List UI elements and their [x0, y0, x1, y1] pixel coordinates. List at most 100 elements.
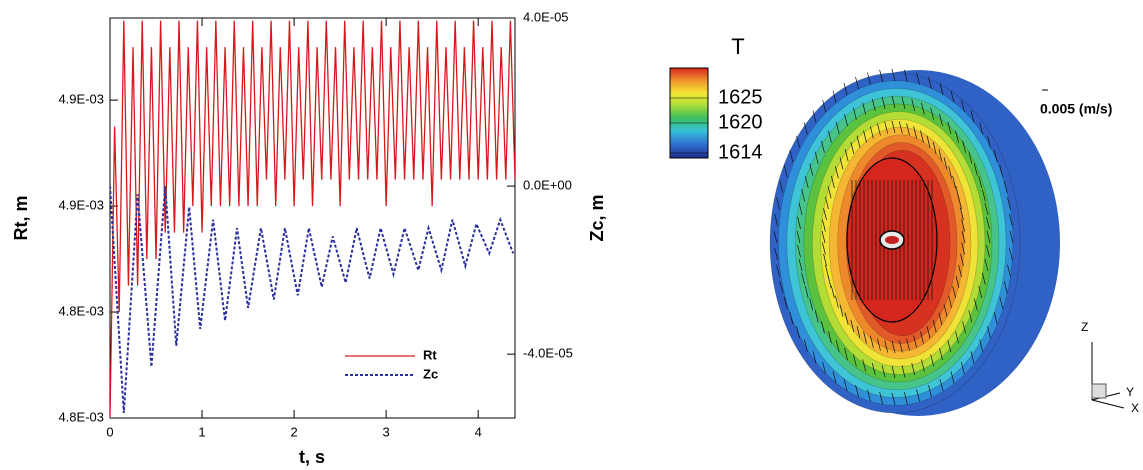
velocity-arrow: [863, 331, 867, 344]
velocity-arrow: [843, 82, 848, 96]
velocity-arrow: [1009, 230, 1014, 244]
triad-label: X: [1131, 401, 1139, 415]
y-tick-label: 4.9E-03: [58, 92, 104, 107]
colorbar-tick-label: 1614: [718, 141, 763, 163]
velocity-arrow: [803, 339, 808, 352]
velocity-arrow: [987, 135, 991, 148]
velocity-arrow: [881, 365, 886, 378]
velocity-arrow: [835, 166, 839, 179]
velocity-arrow: [801, 189, 805, 202]
velocity-arrow: [855, 384, 859, 398]
velocity-arrow: [920, 130, 924, 143]
velocity-arrow: [913, 335, 917, 348]
velocity-arrow: [877, 338, 881, 351]
x-tick-label: 3: [383, 424, 390, 439]
velocity-arrow: [961, 361, 965, 375]
velocity-arrow: [884, 121, 889, 134]
velocity-arrow: [943, 304, 948, 317]
colorbar-tick-label: 1620: [718, 111, 763, 133]
velocity-arrow: [962, 321, 966, 334]
y2-axis-label: Zc, m: [587, 194, 607, 241]
velocity-arrow: [809, 298, 814, 311]
velocity-arrow: [823, 208, 827, 221]
velocity-arrow: [958, 264, 962, 278]
velocity-arrow: [879, 392, 884, 405]
velocity-arrow: [960, 208, 964, 221]
velocity-arrow: [950, 90, 955, 103]
velocity-arrow: [862, 359, 866, 372]
velocity-arrow: [850, 141, 855, 155]
velocity-arrow: [774, 213, 778, 227]
plot-frame: [109, 17, 516, 419]
velocity-arrow: [835, 295, 839, 308]
velocity-arrow: [867, 72, 871, 85]
velocity-arrow: [993, 311, 998, 325]
velocity-arrow: [952, 285, 956, 299]
velocity-arrow: [828, 331, 832, 344]
velocity-arrow: [891, 365, 896, 379]
plot-area: [110, 20, 515, 418]
velocity-arrow: [844, 149, 849, 162]
velocity-arrow: [839, 157, 844, 170]
velocity-arrow: [916, 389, 920, 402]
velocity-arrow: [926, 135, 931, 148]
velocity-arrow: [973, 298, 978, 311]
velocity-arrow: [831, 285, 835, 299]
x-tick-label: 2: [290, 424, 297, 439]
x-tick-label: 0: [106, 424, 113, 439]
velocity-arrow: [776, 264, 780, 277]
velocity-arrow: [982, 272, 986, 285]
velocity-arrow: [947, 121, 952, 134]
velocity-arrow: [783, 165, 788, 178]
velocity-arrow: [879, 69, 884, 82]
velocity-arrow: [1009, 213, 1013, 227]
velocity-arrow: [932, 319, 937, 333]
velocity-arrow: [999, 296, 1004, 309]
velocity-arrow: [903, 392, 908, 405]
velocity-arrow: [870, 335, 874, 348]
velocity-arrow: [828, 130, 832, 143]
velocity-arrow: [999, 165, 1004, 178]
velocity-arrow: [943, 157, 948, 170]
y-axis-label: Rt, m: [11, 196, 31, 241]
velocity-arrow: [984, 202, 989, 216]
velocity-arrow: [789, 149, 794, 163]
velocity-arrow: [986, 216, 990, 229]
velocity-arrow: [993, 149, 998, 163]
velocity-arrow: [803, 122, 808, 135]
velocity-arrow: [844, 347, 848, 360]
velocity-arrow: [948, 295, 952, 308]
velocity-arrow: [801, 272, 805, 285]
velocity-arrow: [960, 253, 964, 266]
velocity-arrow: [906, 123, 910, 136]
velocity-arrow: [1003, 180, 1008, 194]
velocity-arrow: [986, 245, 990, 258]
velocity-arrow: [832, 90, 837, 103]
velocity-arrow: [789, 311, 794, 325]
velocity-arrow: [906, 338, 910, 351]
velocity-arrow: [968, 151, 973, 164]
colorbar-title: T: [731, 34, 744, 59]
velocity-arrow: [901, 365, 906, 378]
velocity-arrow: [1003, 280, 1008, 294]
triad-box: [1091, 383, 1107, 399]
velocity-arrow: [928, 384, 932, 398]
triad-label: Z: [1081, 320, 1088, 334]
velocity-arrow: [932, 141, 937, 155]
velocity-arrow: [926, 326, 931, 339]
y2-tick-label: 0.0E+00: [523, 178, 572, 193]
velocity-arrow: [827, 186, 832, 199]
velocity-arrow: [804, 176, 809, 189]
velocity-arrow: [970, 110, 975, 123]
velocity-arrow: [825, 264, 829, 278]
velocity-arrow: [844, 114, 848, 127]
velocity-arrow: [812, 351, 817, 364]
velocity-arrow: [891, 68, 896, 82]
velocity-arrow: [831, 175, 835, 189]
legend-label: Zc: [423, 366, 438, 381]
velocity-arrow: [891, 120, 896, 134]
velocity-arrow: [979, 339, 984, 352]
velocity-arrow: [867, 389, 871, 402]
velocity-arrow: [939, 378, 944, 392]
velocity-arrow: [930, 107, 934, 120]
